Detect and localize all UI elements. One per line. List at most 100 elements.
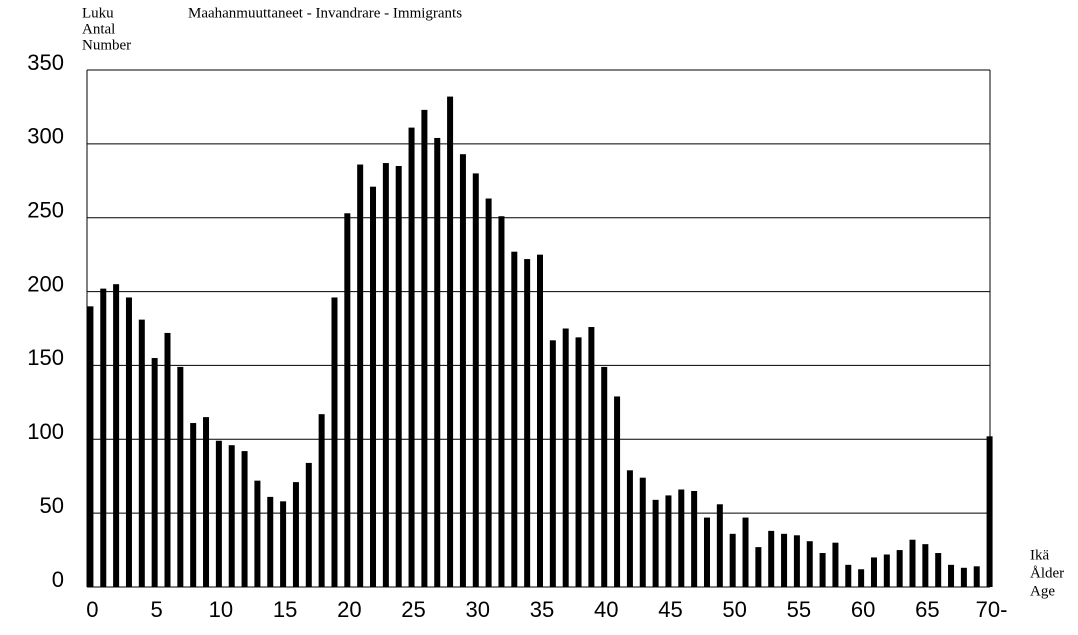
x-tick-label: 30 xyxy=(466,597,490,622)
bar xyxy=(113,284,120,587)
bar xyxy=(485,198,492,588)
x-tick-label: 60 xyxy=(851,597,875,622)
x-tick-label: 20 xyxy=(337,597,361,622)
bar xyxy=(742,517,749,587)
bar xyxy=(973,566,980,587)
x-tick-label: 55 xyxy=(787,597,811,622)
bar xyxy=(678,489,685,587)
bar xyxy=(254,480,261,587)
y-tick-label: 150 xyxy=(27,345,64,370)
x-tick-label: 35 xyxy=(530,597,554,622)
bar xyxy=(549,340,556,587)
bar xyxy=(858,569,865,587)
bar xyxy=(447,96,454,588)
bar xyxy=(215,440,222,587)
bar xyxy=(870,557,877,587)
bar xyxy=(883,554,890,587)
bar xyxy=(716,504,723,587)
bar xyxy=(935,553,942,587)
bar xyxy=(434,137,441,587)
bar xyxy=(138,319,145,587)
y-axis-label: Luku xyxy=(82,5,114,21)
x-tick-label: 5 xyxy=(151,597,163,622)
bar xyxy=(228,445,235,587)
x-tick-label: 65 xyxy=(915,597,939,622)
bar xyxy=(729,533,736,587)
bar xyxy=(819,553,826,587)
bar xyxy=(331,297,338,587)
bar xyxy=(344,213,351,588)
bar xyxy=(626,470,633,587)
bar xyxy=(357,164,364,587)
bar xyxy=(832,542,839,587)
bar xyxy=(511,251,518,587)
x-axis-label: Ikä xyxy=(1030,547,1049,563)
bar xyxy=(370,186,377,588)
bar xyxy=(652,499,659,587)
x-tick-label: 40 xyxy=(594,597,618,622)
y-axis-label: Number xyxy=(82,37,131,53)
y-tick-label: 50 xyxy=(40,493,64,518)
bar xyxy=(703,517,710,587)
bar xyxy=(190,423,197,587)
bar xyxy=(614,396,621,587)
bar xyxy=(267,496,274,587)
x-axis-label: Ålder xyxy=(1030,565,1064,581)
bar xyxy=(793,535,800,587)
bar xyxy=(498,216,505,588)
bar xyxy=(100,288,107,587)
bar xyxy=(562,328,569,587)
bar xyxy=(395,166,402,587)
y-tick-label: 200 xyxy=(27,271,64,296)
bar xyxy=(203,417,210,587)
bar xyxy=(768,530,775,587)
bar xyxy=(305,462,312,587)
bar xyxy=(524,259,531,587)
bar xyxy=(241,451,248,587)
bar xyxy=(87,306,94,587)
y-axis-label: Antal xyxy=(82,21,115,37)
bar xyxy=(421,109,428,587)
bar xyxy=(292,482,299,587)
x-tick-label: 45 xyxy=(658,597,682,622)
bar xyxy=(472,173,479,587)
x-tick-label: 0 xyxy=(86,597,98,622)
bar xyxy=(909,539,916,587)
chart-title: Maahanmuuttaneet - Invandrare - Immigran… xyxy=(188,5,462,21)
bar xyxy=(986,436,993,587)
bar xyxy=(601,366,608,587)
bar xyxy=(639,477,646,587)
bar xyxy=(459,154,466,587)
bar xyxy=(408,127,415,587)
bar xyxy=(125,297,132,587)
x-tick-label: 70- xyxy=(976,597,1008,622)
bar xyxy=(948,564,955,587)
y-tick-label: 100 xyxy=(27,419,64,444)
x-axis-label: Age xyxy=(1030,583,1055,599)
bar xyxy=(665,495,672,587)
bar xyxy=(164,332,171,587)
y-tick-label: 350 xyxy=(27,50,64,75)
y-tick-label: 0 xyxy=(52,567,64,592)
x-tick-label: 50 xyxy=(722,597,746,622)
bar xyxy=(960,567,967,587)
bar xyxy=(781,533,788,587)
x-tick-label: 25 xyxy=(401,597,425,622)
bar xyxy=(922,544,929,587)
bar xyxy=(755,547,762,587)
x-tick-label: 10 xyxy=(209,597,233,622)
bar xyxy=(280,501,287,587)
bar xyxy=(806,541,813,587)
bar xyxy=(151,358,158,587)
bar xyxy=(537,254,543,587)
bar xyxy=(382,163,389,587)
bar xyxy=(575,337,582,587)
bar xyxy=(177,366,184,587)
bar xyxy=(691,490,698,587)
bar xyxy=(845,564,852,587)
bar xyxy=(896,550,903,587)
y-tick-label: 300 xyxy=(27,124,64,149)
bar xyxy=(318,414,325,587)
bar xyxy=(588,327,595,587)
